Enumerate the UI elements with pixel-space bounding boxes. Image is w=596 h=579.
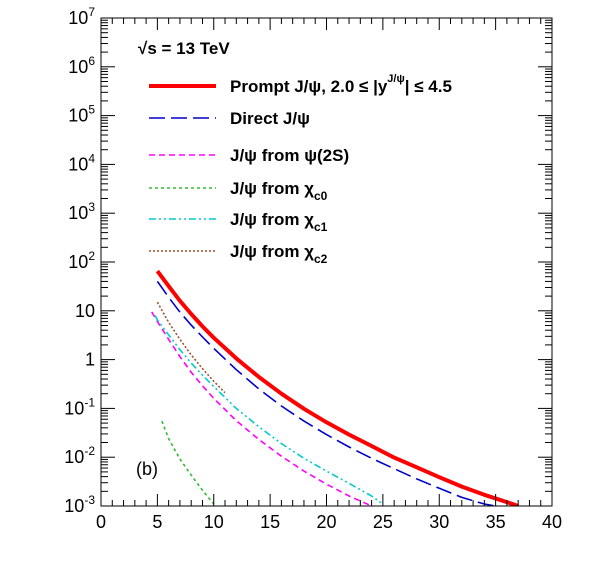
axis-ticks: 0 5 10 15 20 25 30 35 40 10-3 10-2 10-1 1 10 102 103 104… <box>64 5 562 532</box>
series-line-2 <box>151 311 372 506</box>
y-tick-label: 10 <box>75 301 95 321</box>
x-tick-label: 25 <box>373 512 393 532</box>
x-tick-label: 20 <box>316 512 336 532</box>
x-tick-label: 30 <box>429 512 449 532</box>
y-tick-label: 104 <box>68 151 95 174</box>
x-tick-label: 0 <box>96 512 106 532</box>
series-line-3 <box>161 420 215 505</box>
y-tick-label: 10-3 <box>64 493 95 516</box>
legend-label-1: Direct J/ψ <box>230 109 310 128</box>
series-line-5 <box>156 301 226 394</box>
x-tick-label: 35 <box>486 512 506 532</box>
y-tick-label: 10-2 <box>64 444 95 467</box>
legend-label-4: J/ψ from χc1 <box>230 210 328 234</box>
legend-label-5: J/ψ from χc2 <box>230 242 328 266</box>
series-line-1 <box>156 280 496 506</box>
legend-label-2: J/ψ from ψ(2S) <box>230 146 349 165</box>
series-line-4 <box>154 315 384 505</box>
legend-label-0: Prompt J/ψ, 2.0 ≤ |yJ/ψ| ≤ 4.5 <box>230 73 452 96</box>
x-tick-label: 10 <box>204 512 224 532</box>
legend-label-3: J/ψ from χc0 <box>230 179 328 203</box>
legend: Prompt J/ψ, 2.0 ≤ |yJ/ψ| ≤ 4.5 Direct J/ψ… <box>149 73 452 266</box>
x-tick-label: 5 <box>152 512 162 532</box>
y-tick-label: 103 <box>68 200 95 223</box>
panel-label: (b) <box>136 459 158 479</box>
x-tick-label: 15 <box>260 512 280 532</box>
y-tick-label: 106 <box>68 54 95 77</box>
x-tick-label: 40 <box>542 512 562 532</box>
series-line-0 <box>155 269 519 506</box>
y-tick-label: 1 <box>85 350 95 370</box>
y-tick-label: 10-1 <box>64 395 95 418</box>
data-curves <box>151 269 519 506</box>
y-tick-label: 102 <box>68 249 95 272</box>
energy-annotation: √s = 13 TeV <box>138 39 230 58</box>
y-tick-label: 107 <box>68 5 95 28</box>
y-tick-label: 105 <box>68 103 95 126</box>
